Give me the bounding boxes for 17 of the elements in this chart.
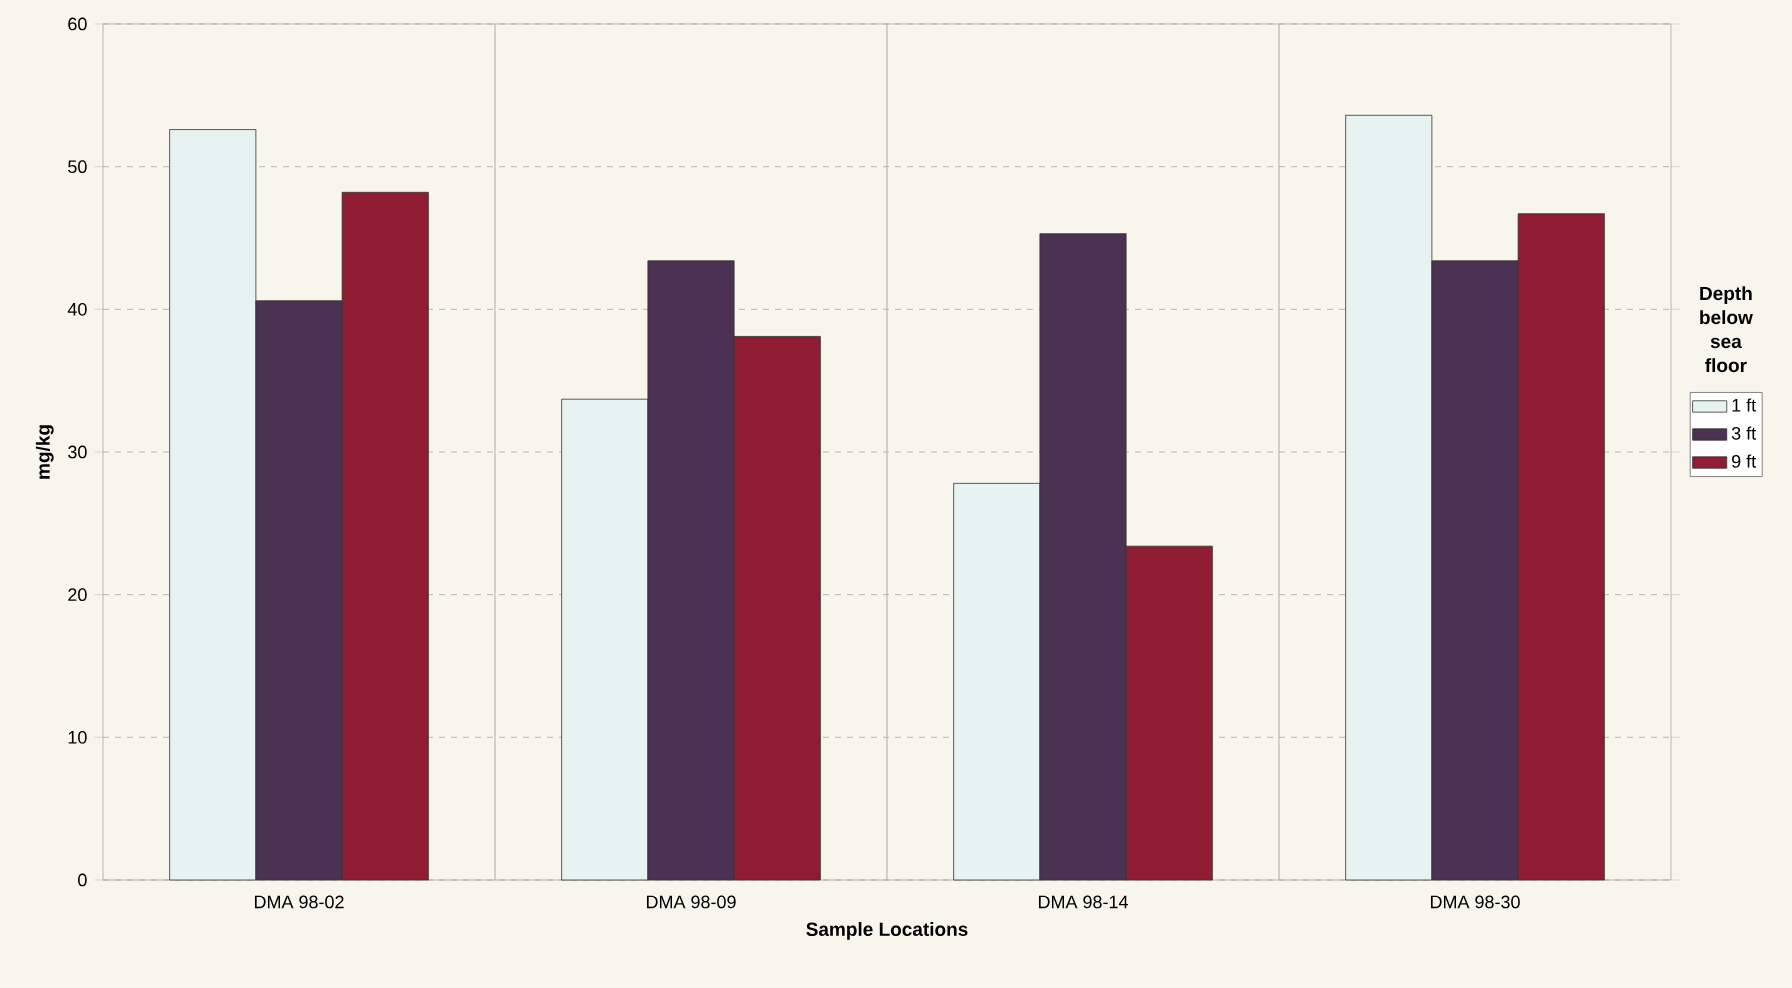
y-tick-label: 0 — [78, 873, 87, 887]
legend-title: Depth below sea floor — [1700, 286, 1753, 373]
legend-label: 3 ft — [1731, 426, 1757, 440]
x-tick-label: DMA 98-30 — [1430, 895, 1520, 909]
y-tick-label: 10 — [68, 730, 87, 744]
y-tick-label: 60 — [68, 17, 87, 31]
x-tick-label: DMA 98-14 — [1038, 895, 1128, 909]
x-tick-label: DMA 98-09 — [646, 895, 736, 909]
y-axis-title: mg/kg — [35, 425, 54, 479]
y-tick-label: 50 — [68, 160, 87, 174]
x-axis-title: Sample Locations — [806, 922, 968, 940]
x-tick-label: DMA 98-02 — [254, 895, 344, 909]
y-tick-label: 40 — [67, 302, 87, 316]
legend-label: 1 ft — [1732, 398, 1757, 412]
y-tick-label: 30 — [68, 445, 87, 459]
legend-label: 9 ft — [1732, 454, 1757, 468]
y-tick-label: 20 — [68, 588, 87, 602]
